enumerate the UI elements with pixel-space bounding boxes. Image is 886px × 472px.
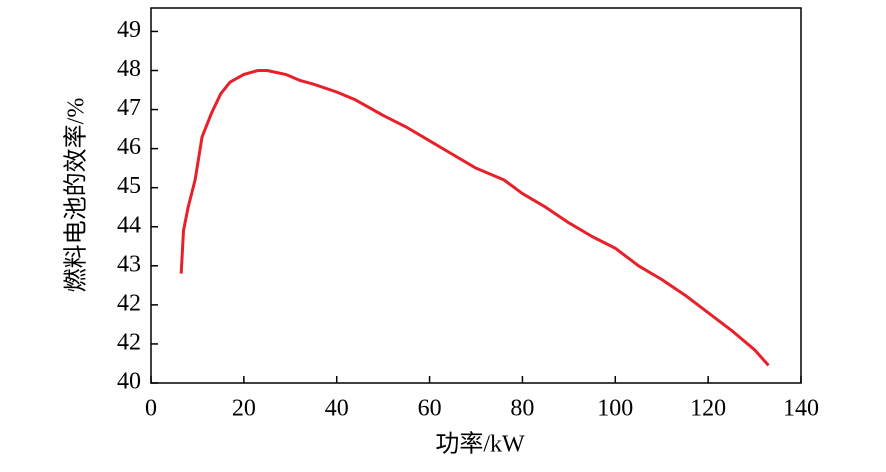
x-tick-label: 60 <box>418 396 442 422</box>
y-tick-label: 48 <box>117 56 141 82</box>
x-tick-label: 0 <box>145 396 157 422</box>
x-tick-label: 80 <box>510 396 534 422</box>
y-tick-label: 49 <box>117 17 141 43</box>
y-tick-label: 42 <box>117 329 141 355</box>
x-tick-label: 20 <box>232 396 256 422</box>
x-tick-label: 100 <box>597 396 633 422</box>
y-axis-label: 燃料电池的效率/% <box>63 98 90 293</box>
y-tick-label: 45 <box>117 173 141 199</box>
y-tick-label: 44 <box>117 212 141 238</box>
y-tick-label: 47 <box>117 95 141 121</box>
x-tick-label: 140 <box>783 396 819 422</box>
data-line <box>179 69 770 367</box>
x-tick-label: 120 <box>690 396 726 422</box>
y-tick-label: 42 <box>117 290 141 316</box>
plot-frame <box>150 7 802 384</box>
y-tick-label: 46 <box>117 134 141 160</box>
y-tick-label: 40 <box>117 369 141 395</box>
x-axis-label: 功率/kW <box>435 431 525 458</box>
x-tick-label: 40 <box>325 396 349 422</box>
y-tick-label: 43 <box>117 251 141 277</box>
